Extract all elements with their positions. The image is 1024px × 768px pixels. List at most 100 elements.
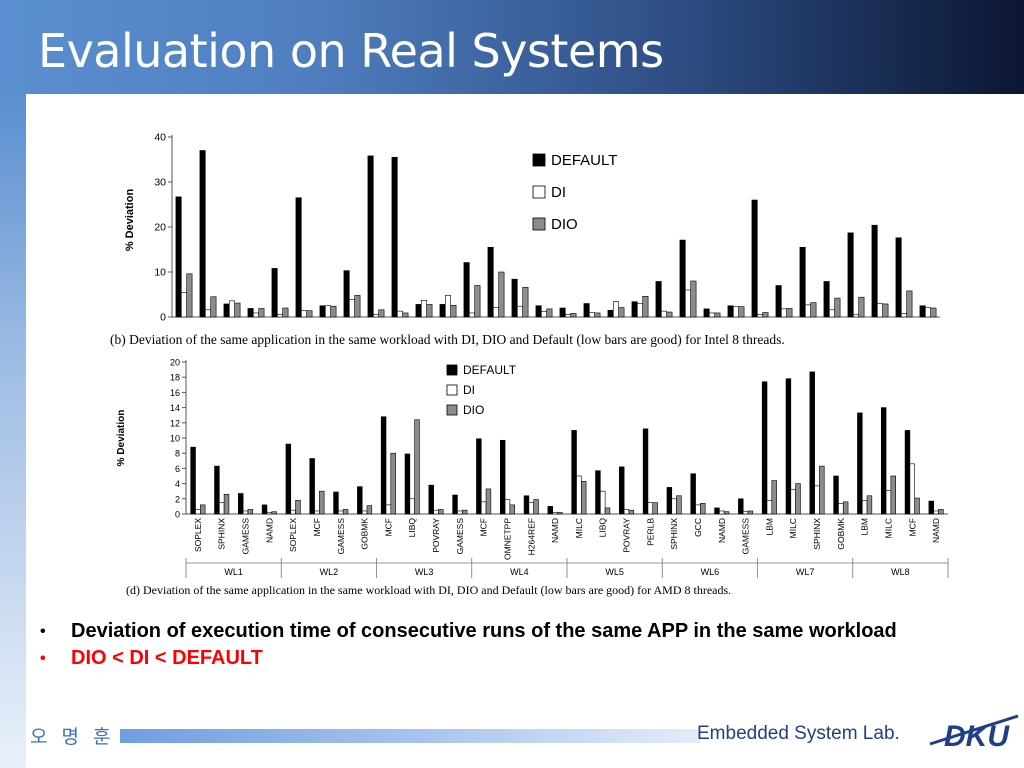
legend-swatch (446, 404, 458, 416)
bar-default (727, 305, 734, 318)
bar-di (266, 512, 273, 515)
app-label: GAMESS (455, 518, 465, 555)
bar-default (404, 453, 411, 515)
bar-default (175, 196, 182, 318)
bar-di (528, 502, 534, 515)
bar-di (900, 313, 907, 318)
bar-di (195, 509, 201, 515)
bar-dio (834, 297, 841, 318)
bar-di (838, 503, 844, 515)
bar-default (452, 494, 458, 515)
bar-default (367, 155, 374, 318)
chart2-caption: (d) Deviation of the same application in… (126, 583, 731, 597)
app-label: MCF (907, 518, 917, 536)
bar-default (775, 285, 782, 318)
bar-di (885, 490, 892, 515)
bar-dio (557, 512, 563, 515)
bar-dio (819, 465, 825, 515)
bar-di (742, 511, 749, 515)
bar-dio (906, 290, 913, 318)
bar-di (433, 509, 439, 515)
bar-dio (700, 503, 706, 515)
bullet-dot: • (40, 650, 46, 667)
app-label: GOBMK (360, 518, 370, 550)
bar-di (588, 312, 595, 318)
bar-di (876, 303, 883, 318)
bullet-item: • Deviation of execution time of consecu… (40, 618, 980, 645)
bar-default (295, 197, 302, 318)
bar-dio (594, 312, 601, 318)
bar-dio (200, 504, 206, 515)
bar-dio (533, 499, 539, 515)
bar-di (420, 300, 427, 318)
bar-dio (652, 502, 658, 515)
bar-di (349, 299, 356, 318)
bar-default (809, 371, 815, 515)
bar-dio (858, 296, 865, 318)
y-tick-label: 40 (154, 132, 166, 144)
bar-default (857, 412, 863, 515)
bar-default (499, 439, 506, 515)
bar-default (751, 199, 758, 318)
chart1-caption: (b) Deviation of the same application in… (110, 332, 785, 347)
bar-default (343, 270, 350, 318)
bar-di (636, 303, 643, 318)
bar-default (619, 466, 625, 515)
app-label: SPHINX (669, 518, 679, 550)
bar-default (571, 430, 577, 515)
bar-default (333, 491, 339, 515)
bar-default (880, 407, 887, 515)
app-label: MCF (312, 518, 322, 536)
bar-di (372, 314, 379, 318)
bar-dio (474, 285, 481, 318)
app-label: SPHINX (217, 518, 227, 550)
y-tick-label: 10 (170, 434, 180, 444)
bar-di (444, 295, 451, 318)
app-label: NAMD (931, 518, 941, 543)
bar-default (511, 278, 518, 318)
app-label: GAMESS (241, 518, 251, 555)
chart1-y-axis-label: % Deviation (124, 189, 136, 252)
bar-di (924, 307, 931, 318)
bar-di (780, 308, 787, 318)
bar-dio (618, 307, 625, 318)
y-tick-label: 6 (175, 464, 180, 474)
bar-dio (295, 500, 301, 515)
bar-dio (438, 509, 444, 515)
slide-title: Evaluation on Real Systems (38, 24, 664, 78)
y-tick-label: 2 (175, 494, 180, 504)
bar-di (504, 499, 511, 515)
bar-dio (570, 313, 577, 318)
chart1-y-ticks: 0 10 20 30 40 (154, 132, 172, 324)
app-label: LIBQ (407, 518, 417, 538)
bar-default (690, 473, 696, 515)
bar-di (695, 504, 701, 515)
bar-di (181, 292, 188, 318)
bar-di (671, 498, 677, 515)
bar-dio (842, 501, 849, 515)
bar-di (708, 312, 715, 318)
legend-label: DI (463, 383, 475, 397)
bar-di (909, 463, 915, 515)
chart2-legend: DEFAULT DI DIO (446, 363, 517, 417)
bar-di (766, 500, 773, 515)
bar-di (409, 498, 415, 515)
y-tick-label: 12 (170, 418, 180, 428)
bar-dio (319, 490, 325, 515)
bar-default (595, 470, 601, 515)
chart2-y-axis-label: % Deviation (116, 410, 127, 467)
bar-dio (390, 452, 396, 515)
bar-dio (414, 419, 420, 515)
app-label: POVRAY (431, 518, 441, 553)
bar-di (290, 509, 296, 515)
bullet-dot: • (40, 623, 46, 640)
y-tick-label: 30 (154, 177, 166, 189)
bar-dio (485, 488, 492, 515)
bar-dio (676, 495, 682, 515)
bar-default (285, 443, 292, 515)
chart2-app-labels: SOPLEX SPHINX GAMESS NAMD SOPLEX MCF GAMESS GOB… (193, 518, 941, 560)
app-label: MCF (383, 518, 393, 536)
bar-default (871, 224, 878, 318)
bar-default (487, 246, 494, 318)
